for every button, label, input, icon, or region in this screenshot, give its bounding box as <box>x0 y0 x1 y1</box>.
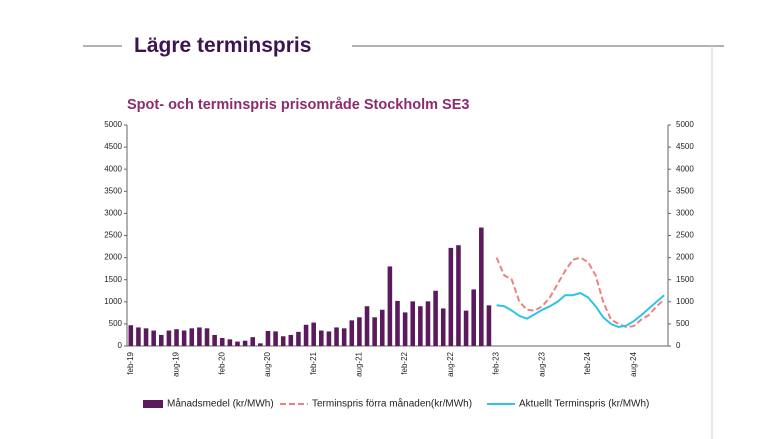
bar <box>174 329 179 346</box>
bar <box>189 328 195 346</box>
y2-tick-label: 1500 <box>676 275 694 284</box>
bar <box>479 227 484 346</box>
bar <box>349 320 355 346</box>
bar <box>334 327 339 346</box>
x-tick-label: aug-21 <box>355 351 364 376</box>
bar <box>219 338 225 346</box>
bar <box>288 334 294 346</box>
bar <box>395 300 400 346</box>
bar <box>372 317 377 346</box>
bar <box>319 330 324 346</box>
bar <box>379 309 385 346</box>
bar <box>311 322 316 346</box>
y2-tick-label: 2500 <box>676 231 694 240</box>
bar <box>280 336 286 346</box>
x-tick-label: feb-24 <box>583 351 592 374</box>
x-tick-label: aug-23 <box>537 351 546 376</box>
x-tick-label: aug-24 <box>629 351 638 376</box>
y-tick-label: 5000 <box>104 120 122 129</box>
bar <box>151 330 156 346</box>
bar <box>402 312 408 346</box>
bar <box>433 290 438 346</box>
y2-tick-label: 2000 <box>676 253 694 262</box>
y-tick-label: 500 <box>109 319 123 328</box>
bar <box>197 327 202 346</box>
y-tick-label: 1000 <box>104 297 122 306</box>
bar <box>425 301 431 346</box>
y-tick-label: 1500 <box>104 275 122 284</box>
bar <box>303 324 309 346</box>
legend-swatch <box>143 400 163 408</box>
y-tick-label: 3500 <box>104 186 122 195</box>
bar <box>440 308 446 346</box>
bar <box>242 340 248 346</box>
bar <box>471 289 476 346</box>
y-tick-label: 4000 <box>104 164 122 173</box>
y2-tick-label: 3000 <box>676 209 694 218</box>
bar <box>410 301 416 346</box>
slide-title: Lägre terminspris <box>134 34 311 57</box>
bar <box>250 337 256 346</box>
bar <box>364 306 370 346</box>
y2-tick-label: 3500 <box>676 186 694 195</box>
line <box>496 291 665 329</box>
bar <box>486 305 492 346</box>
bar <box>128 325 134 346</box>
bar <box>159 334 164 346</box>
y-tick-label: 4500 <box>104 142 122 151</box>
bar <box>136 327 141 346</box>
y-tick-label: 0 <box>118 341 123 350</box>
bar <box>341 328 347 346</box>
bar <box>212 334 217 346</box>
x-tick-label: feb-21 <box>309 351 318 374</box>
y-tick-label: 3000 <box>104 209 122 218</box>
bar <box>463 310 469 346</box>
y2-tick-label: 5000 <box>676 120 694 129</box>
bar <box>418 306 423 346</box>
legend-label: Aktuellt Terminspris (kr/MWh) <box>519 399 649 410</box>
bar <box>326 331 332 346</box>
bar <box>227 339 233 346</box>
y2-tick-label: 500 <box>676 319 690 328</box>
bar <box>258 343 263 346</box>
y2-tick-label: 0 <box>676 341 681 350</box>
x-tick-label: feb-23 <box>492 351 501 374</box>
y-tick-label: 2500 <box>104 231 122 240</box>
line <box>495 256 665 329</box>
bar <box>273 331 278 346</box>
legend-label: Terminspris förra månaden(kr/MWh) <box>312 398 472 410</box>
bar <box>166 330 172 346</box>
y2-tick-label: 1000 <box>676 297 694 306</box>
bar <box>143 328 149 346</box>
x-tick-label: aug-19 <box>172 351 181 376</box>
y-tick-label: 2000 <box>104 253 122 262</box>
bar <box>387 266 393 346</box>
x-tick-label: aug-20 <box>263 351 272 376</box>
y2-tick-label: 4000 <box>676 164 694 173</box>
bar <box>235 341 240 346</box>
bar <box>204 328 210 346</box>
legend-label: Månadsmedel (kr/MWh) <box>167 398 274 410</box>
bar <box>265 330 271 346</box>
x-tick-label: aug-22 <box>446 351 455 376</box>
x-tick-label: feb-20 <box>217 351 226 374</box>
y2-tick-label: 4500 <box>676 142 694 151</box>
bar <box>181 330 187 346</box>
chart-title: Spot- och terminspris prisområde Stockho… <box>127 97 469 113</box>
bar <box>456 245 461 346</box>
x-tick-label: feb-19 <box>126 351 135 374</box>
x-tick-label: feb-22 <box>400 351 409 374</box>
bar <box>448 247 454 346</box>
bar <box>296 331 301 346</box>
bar <box>357 317 362 346</box>
